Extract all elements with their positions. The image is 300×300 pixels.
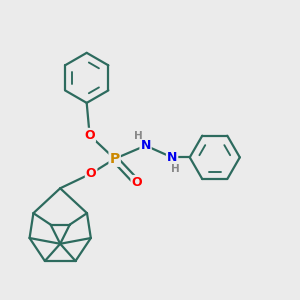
Text: O: O: [84, 129, 95, 142]
Text: O: O: [86, 167, 96, 180]
Text: O: O: [131, 176, 142, 189]
Text: P: P: [110, 152, 120, 166]
Text: H: H: [171, 164, 179, 173]
Text: N: N: [140, 139, 151, 152]
Text: N: N: [167, 151, 177, 164]
Text: H: H: [134, 131, 142, 141]
